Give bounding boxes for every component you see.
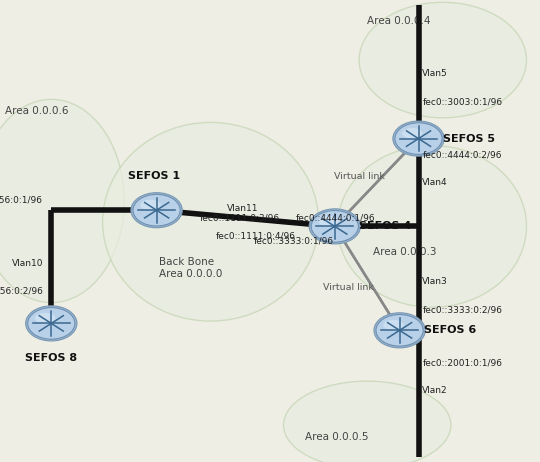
Ellipse shape: [35, 313, 56, 323]
Text: Area 0.0.0.3: Area 0.0.0.3: [373, 247, 436, 257]
Text: Vlan11: Vlan11: [227, 204, 259, 213]
Ellipse shape: [0, 99, 124, 303]
Ellipse shape: [402, 128, 423, 139]
Text: Vlan5: Vlan5: [422, 69, 448, 79]
Ellipse shape: [311, 211, 359, 242]
Ellipse shape: [359, 2, 526, 118]
Ellipse shape: [309, 209, 361, 244]
Text: fec0::4444:0:2/96: fec0::4444:0:2/96: [422, 150, 502, 159]
Text: fec0::2001:0:1/96: fec0::2001:0:1/96: [422, 358, 502, 367]
Ellipse shape: [393, 121, 444, 156]
Text: fec0::3003:0:1/96: fec0::3003:0:1/96: [422, 97, 502, 106]
Ellipse shape: [28, 308, 75, 339]
Text: Virtual link: Virtual link: [323, 283, 374, 292]
Text: fec0::2856:0:2/96: fec0::2856:0:2/96: [0, 286, 43, 296]
Text: SEFOS 5: SEFOS 5: [443, 134, 495, 144]
Text: Area 0.0.0.6: Area 0.0.0.6: [5, 106, 69, 116]
Ellipse shape: [26, 306, 77, 341]
Text: Vlan3: Vlan3: [422, 277, 448, 286]
Ellipse shape: [338, 146, 526, 307]
Ellipse shape: [133, 195, 180, 226]
Ellipse shape: [284, 381, 451, 462]
Text: fec0::1111:0:4/96: fec0::1111:0:4/96: [216, 231, 296, 240]
Ellipse shape: [131, 193, 183, 228]
Text: Area 0.0.0.4: Area 0.0.0.4: [367, 16, 431, 26]
Ellipse shape: [395, 123, 442, 154]
Ellipse shape: [376, 315, 423, 346]
Ellipse shape: [383, 320, 404, 330]
Text: Vlan10: Vlan10: [12, 259, 43, 268]
Text: fec0::1111:0:3/96: fec0::1111:0:3/96: [200, 213, 280, 223]
Text: Vlan2: Vlan2: [422, 386, 448, 395]
Text: SEFOS 4: SEFOS 4: [359, 221, 411, 231]
Text: Back Bone
Area 0.0.0.0: Back Bone Area 0.0.0.0: [159, 257, 222, 279]
Ellipse shape: [140, 200, 161, 210]
Text: fec0::3333:0:1/96: fec0::3333:0:1/96: [254, 237, 334, 246]
Text: SEFOS 1: SEFOS 1: [128, 170, 180, 181]
Text: Virtual link: Virtual link: [334, 172, 384, 181]
Text: fec0::2856:0:1/96: fec0::2856:0:1/96: [0, 195, 43, 204]
Text: fec0::3333:0:2/96: fec0::3333:0:2/96: [422, 305, 502, 314]
Text: fec0::4444:0:1/96: fec0::4444:0:1/96: [296, 213, 375, 223]
Text: SEFOS 8: SEFOS 8: [25, 353, 77, 363]
Text: Vlan4: Vlan4: [422, 178, 448, 187]
Ellipse shape: [103, 122, 319, 321]
Text: Area 0.0.0.5: Area 0.0.0.5: [305, 432, 369, 442]
Ellipse shape: [374, 313, 426, 348]
Text: SEFOS 6: SEFOS 6: [424, 325, 476, 335]
Ellipse shape: [319, 216, 339, 226]
